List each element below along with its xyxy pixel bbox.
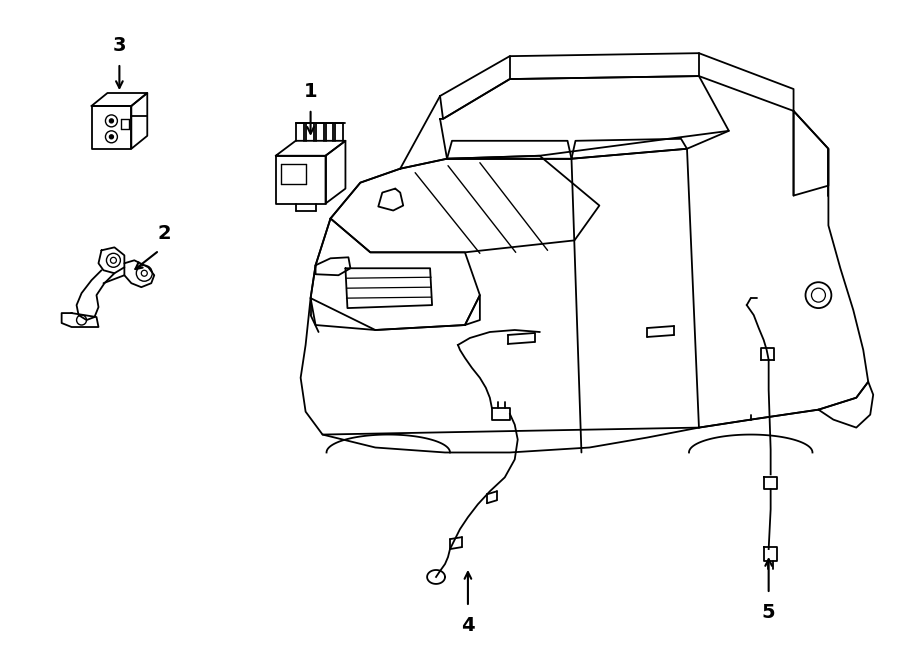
- Text: 1: 1: [304, 82, 318, 101]
- Text: 2: 2: [158, 224, 171, 243]
- Text: 5: 5: [761, 603, 776, 622]
- Circle shape: [110, 119, 113, 123]
- Circle shape: [110, 135, 113, 139]
- Text: 3: 3: [112, 36, 126, 55]
- Text: 4: 4: [461, 616, 474, 635]
